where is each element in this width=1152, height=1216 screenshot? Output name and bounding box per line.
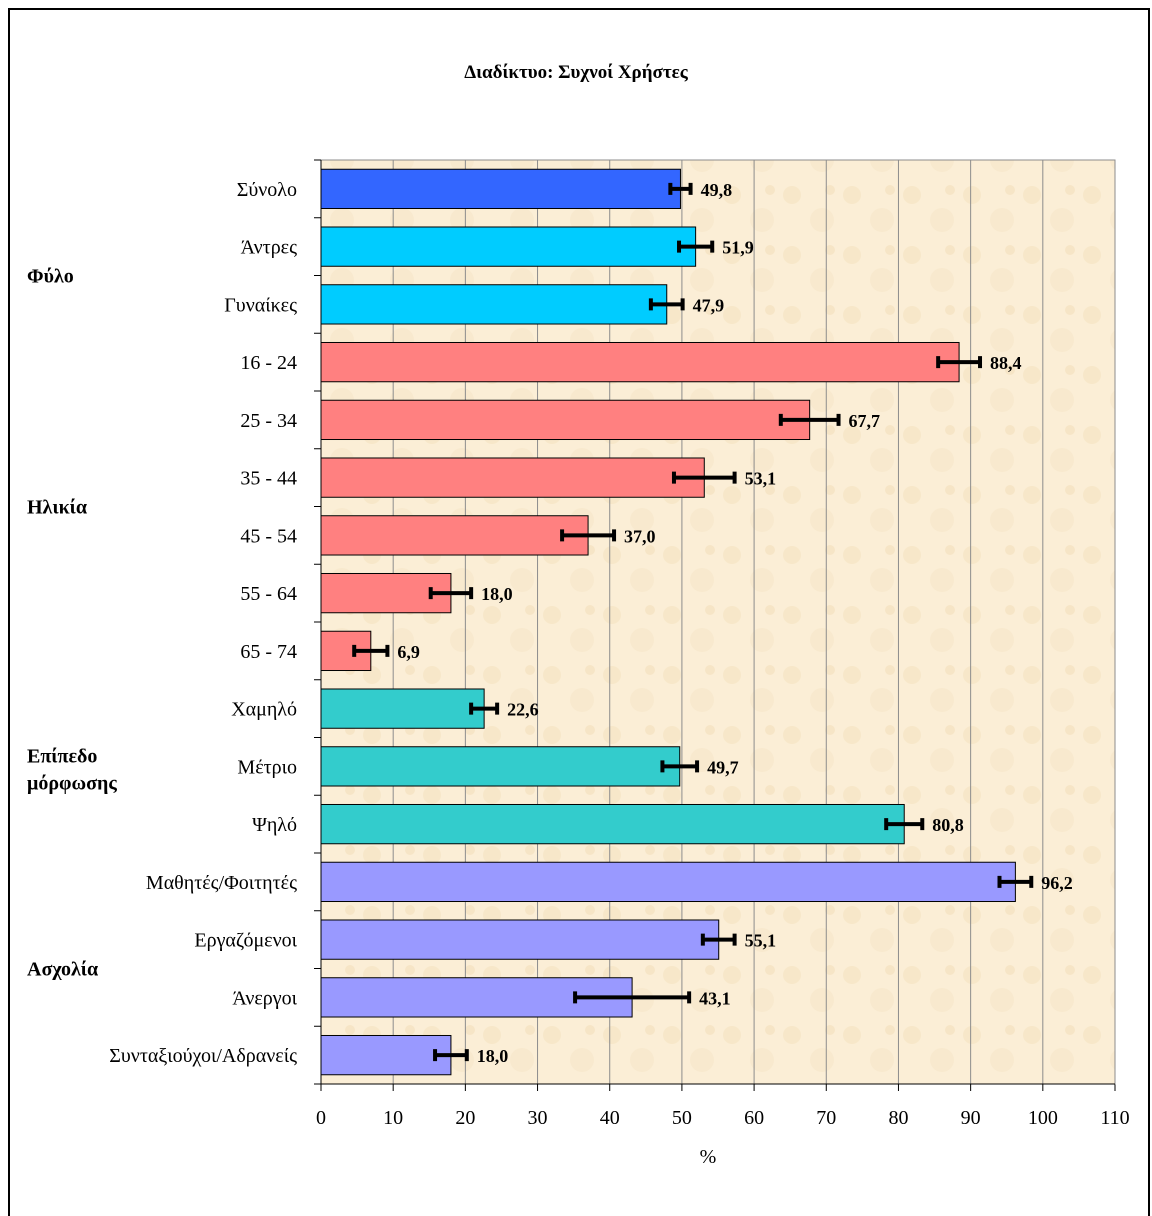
x-tick-label: 50	[672, 1107, 692, 1129]
category-label: 65 - 74	[240, 641, 297, 663]
category-label: Σύνολο	[237, 179, 297, 201]
axes	[314, 159, 1116, 1091]
data-label: 51,9	[722, 238, 754, 258]
x-tick-label: 100	[1028, 1107, 1058, 1129]
category-label: Ψηλό	[252, 814, 297, 836]
group-label: Ηλικία	[27, 497, 87, 519]
x-tick-label: 10	[383, 1107, 403, 1129]
group-label: Επίπεδο μόρφωσης	[27, 745, 117, 794]
bar	[320, 861, 1016, 903]
bar	[320, 803, 905, 845]
data-label: 37,0	[624, 526, 656, 546]
group-label: Ασχολία	[27, 959, 98, 981]
category-label: Μαθητές/Φοιτητές	[146, 872, 297, 894]
data-label: 96,2	[1041, 873, 1073, 893]
data-label: 53,1	[745, 469, 777, 489]
x-tick-label: 80	[888, 1107, 908, 1129]
category-label: Συνταξιούχοι/Αδρανείς	[109, 1045, 297, 1067]
category-label: 55 - 64	[240, 583, 297, 605]
bar	[320, 168, 681, 210]
category-label: 35 - 44	[240, 468, 297, 490]
x-tick-label: 110	[1100, 1107, 1129, 1129]
data-label: 43,1	[699, 988, 731, 1008]
data-label: 80,8	[932, 815, 964, 835]
x-tick-label: 20	[455, 1107, 475, 1129]
category-label: Γυναίκες	[224, 294, 297, 316]
bar	[320, 284, 668, 325]
bar	[320, 746, 681, 787]
x-tick-label: 30	[528, 1107, 548, 1129]
data-label: 88,4	[990, 353, 1022, 373]
group-label: Φύλο	[27, 266, 74, 288]
bar	[320, 1034, 452, 1076]
bar	[320, 688, 485, 729]
category-label: 16 - 24	[240, 352, 297, 374]
data-label: 22,6	[507, 700, 539, 720]
labels: 0 10 20 30 40 50 60 70 80 90 100 110 49,8 Σύνολο 51,9 Ά…	[27, 179, 1130, 1129]
data-label: 47,9	[693, 295, 725, 315]
bar	[320, 399, 811, 441]
data-label: 18,0	[481, 584, 513, 604]
data-label: 49,7	[707, 757, 739, 777]
bars	[320, 168, 1034, 1076]
bar	[320, 457, 705, 498]
x-tick-label: 60	[744, 1107, 764, 1129]
data-label: 18,0	[477, 1046, 509, 1066]
category-label: Μέτριο	[237, 756, 297, 778]
x-tick-label: 70	[816, 1107, 836, 1129]
category-label: Άντρες	[241, 237, 297, 259]
x-axis-title: %	[700, 1146, 717, 1168]
x-tick-label: 0	[316, 1107, 326, 1129]
bar	[320, 515, 589, 556]
data-label: 67,7	[849, 411, 881, 431]
data-label: 55,1	[745, 931, 777, 951]
bar	[320, 226, 697, 267]
chart-title: Διαδίκτυο: Συχνοί Χρήστες	[464, 62, 688, 83]
category-label: Χαμηλό	[231, 699, 297, 721]
x-tick-label: 90	[961, 1107, 981, 1129]
bar	[320, 919, 720, 960]
category-label: Άνεργοι	[232, 987, 297, 1009]
category-label: Εργαζόμενοι	[194, 930, 297, 952]
category-label: 25 - 34	[240, 410, 297, 432]
data-label: 6,9	[397, 642, 420, 662]
x-tick-label: 40	[600, 1107, 620, 1129]
data-label: 49,8	[701, 180, 733, 200]
bar	[320, 341, 960, 383]
category-label: 45 - 54	[240, 525, 297, 547]
